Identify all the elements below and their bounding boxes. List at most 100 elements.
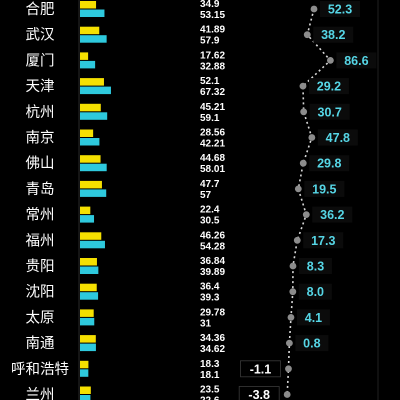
value-label-series-2: 31	[200, 318, 212, 329]
bar-series-1	[80, 206, 91, 215]
change-label: 8.3	[307, 260, 324, 274]
bar-series-1	[80, 103, 101, 112]
change-dot	[287, 314, 295, 321]
value-label-series-2: 32.88	[200, 61, 225, 72]
value-label-series-1: 28.56	[200, 128, 225, 139]
change-label-box	[304, 180, 345, 197]
bar-series-1	[80, 26, 100, 35]
change-label: 17.3	[311, 234, 335, 248]
change-label-box	[308, 78, 349, 95]
city-label: 青岛	[26, 181, 55, 198]
bar-series-2	[80, 86, 111, 95]
value-label-series-2: 57	[200, 190, 212, 201]
change-label: 52.3	[328, 3, 352, 17]
bar-series-2	[80, 112, 108, 120]
change-dot	[326, 57, 334, 64]
value-label-series-2: 58.01	[200, 164, 225, 175]
value-label-series-2: 30.5	[200, 216, 220, 227]
value-label-series-1: 22.4	[200, 205, 220, 216]
value-label-series-2: 39.89	[200, 267, 225, 278]
change-label-box	[317, 129, 358, 146]
change-label: -3.8	[248, 388, 270, 400]
change-label: 36.2	[320, 208, 344, 222]
value-label-series-1: 29.78	[200, 307, 225, 318]
change-dot	[302, 211, 310, 219]
city-label: 太原	[26, 309, 55, 326]
bar-series-2	[80, 266, 99, 274]
value-label-series-1: 34.36	[200, 333, 225, 344]
bar-series-2	[80, 189, 107, 197]
change-dot	[293, 236, 301, 244]
change-label: 30.7	[318, 105, 342, 119]
value-label-series-2: 22.6	[200, 396, 220, 400]
change-label-box	[238, 386, 280, 400]
value-label-series-2: 59.1	[200, 113, 220, 124]
change-label: 0.8	[303, 337, 320, 351]
change-label-box	[312, 206, 353, 223]
change-label-box	[298, 258, 332, 274]
bar-series-1	[80, 1, 97, 9]
bar-series-2	[80, 240, 105, 249]
change-label-box	[303, 232, 344, 249]
bar-series-2	[80, 35, 107, 43]
change-label: 19.5	[312, 182, 336, 196]
value-label-series-1: 23.5	[200, 385, 220, 396]
change-label-box	[298, 283, 332, 300]
change-label-box	[309, 155, 350, 172]
change-dot	[308, 134, 316, 141]
bar-series-1	[80, 52, 89, 60]
value-label-series-2: 67.32	[200, 87, 225, 98]
value-label-series-1: 41.89	[200, 25, 225, 36]
city-label: 南京	[26, 130, 55, 147]
value-label-series-1: 52.1	[200, 76, 220, 87]
value-label-series-1: 46.26	[200, 230, 225, 241]
city-label: 厦门	[26, 52, 55, 69]
bar-series-1	[80, 232, 102, 240]
change-dot	[283, 391, 291, 398]
city-label: 沈阳	[26, 284, 55, 301]
bar-series-2	[80, 317, 95, 326]
bar-series-1	[80, 309, 94, 317]
change-dot	[289, 288, 297, 296]
bar-series-2	[80, 215, 95, 223]
value-label-series-1: 47.7	[200, 179, 220, 190]
bar-series-1	[80, 258, 97, 266]
value-label-series-1: 18.3	[200, 359, 220, 370]
change-label: 86.6	[344, 54, 368, 68]
change-label: 29.8	[317, 157, 341, 171]
city-label: 常州	[26, 207, 55, 224]
change-label-box	[295, 335, 329, 352]
bar-series-1	[80, 78, 104, 86]
change-dot	[285, 365, 292, 373]
bar-series-2	[80, 369, 89, 377]
bar-series-2	[80, 138, 100, 146]
bar-series-2	[80, 60, 96, 69]
bar-series-1	[80, 129, 94, 137]
city-label: 福州	[26, 232, 55, 249]
bar-series-1	[80, 155, 101, 163]
value-label-series-1: 17.62	[200, 50, 225, 61]
city-label: 天津	[26, 78, 55, 95]
change-label: 8.0	[307, 285, 324, 299]
value-label-series-1: 45.21	[200, 102, 225, 113]
change-dot	[285, 339, 293, 347]
change-label: 4.1	[305, 311, 322, 325]
change-dot	[310, 5, 318, 13]
change-label-box	[296, 309, 330, 326]
bar-series-1	[80, 360, 89, 369]
bar-series-2	[80, 163, 107, 172]
city-label: 兰州	[26, 387, 55, 400]
city-label: 贵阳	[26, 258, 55, 275]
change-dot	[289, 262, 297, 270]
city-label: 呼和浩特	[11, 361, 69, 378]
bar-series-2	[80, 9, 105, 17]
change-label-box	[319, 1, 360, 17]
city-label: 武汉	[26, 27, 55, 44]
city-label: 合肥	[26, 1, 55, 18]
city-label: 佛山	[26, 155, 55, 172]
bar-series-1	[80, 283, 97, 292]
city-label: 杭州	[26, 104, 55, 121]
value-label-series-1: 44.68	[200, 153, 225, 164]
change-dot	[300, 108, 308, 116]
